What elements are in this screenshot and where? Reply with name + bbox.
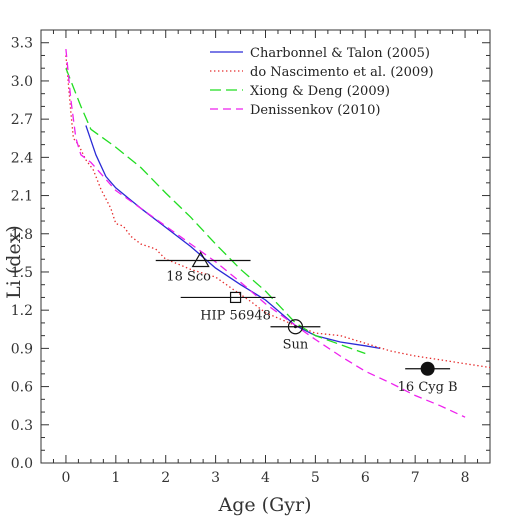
- annotation-label: 18 Sco: [166, 270, 211, 285]
- series-line-3: [65, 49, 466, 418]
- series-line-2: [65, 67, 366, 355]
- legend-label-2: Xiong & Deng (2009): [250, 84, 390, 99]
- annotation-label: HIP 56948: [200, 308, 271, 323]
- y-tick-label: 2.1: [11, 189, 33, 205]
- y-tick-label: 1.8: [11, 227, 33, 243]
- x-tick-label: 4: [261, 470, 270, 486]
- filled-circle-marker: [420, 361, 435, 376]
- x-tick-label: 5: [311, 470, 320, 486]
- y-tick-label: 3.3: [11, 36, 33, 52]
- y-tick-label: 0.9: [11, 341, 33, 357]
- series-line-0: [85, 125, 381, 350]
- y-tick-label: 1.2: [11, 303, 33, 319]
- y-axis-title: Li (dex): [3, 225, 25, 299]
- y-tick-label: 0.0: [11, 456, 33, 472]
- triangle-marker: [191, 251, 210, 268]
- y-tick-label: 3.0: [11, 74, 33, 90]
- y-tick-label: 2.4: [11, 150, 33, 166]
- x-tick-label: 8: [461, 470, 470, 486]
- sun-marker: [287, 319, 304, 335]
- x-axis-title: Age (Gyr): [218, 494, 312, 516]
- y-tick-label: 0.6: [11, 380, 33, 396]
- axis-ticks: [40, 30, 491, 464]
- annotations-layer: 18 Sco HIP 56948 Sun 16 Cyg B: [155, 251, 458, 395]
- series-line-1: [65, 55, 491, 369]
- y-tick-label: 2.7: [11, 112, 33, 128]
- y-tick-label: 0.3: [11, 418, 33, 434]
- legend-label-0: Charbonnel & Talon (2005): [250, 46, 430, 61]
- annotation-label: Sun: [283, 338, 309, 353]
- x-tick-label: 0: [61, 470, 70, 486]
- legend-label-3: Denissenkov (2010): [250, 103, 380, 118]
- sun-marker-dot: [293, 325, 297, 329]
- square-marker: [229, 291, 242, 304]
- y-tick-label: 1.5: [11, 265, 33, 281]
- x-tick-label: 3: [211, 470, 220, 486]
- x-tick-label: 6: [361, 470, 370, 486]
- tick-labels: 0 1 2 3 4 5 6 7 8 0.0 0.3 0.6 0.9 1.2 1.5 1.8 2.1 2.4 2.7 3…: [11, 36, 470, 486]
- legend: Charbonnel & Talon (2005) do Nascimento e…: [210, 46, 434, 118]
- x-tick-label: 7: [411, 470, 420, 486]
- x-tick-label: 2: [161, 470, 170, 486]
- annotation-label: 16 Cyg B: [398, 380, 458, 395]
- x-tick-label: 1: [111, 470, 120, 486]
- legend-label-1: do Nascimento et al. (2009): [250, 65, 434, 80]
- series-layer: [65, 49, 491, 418]
